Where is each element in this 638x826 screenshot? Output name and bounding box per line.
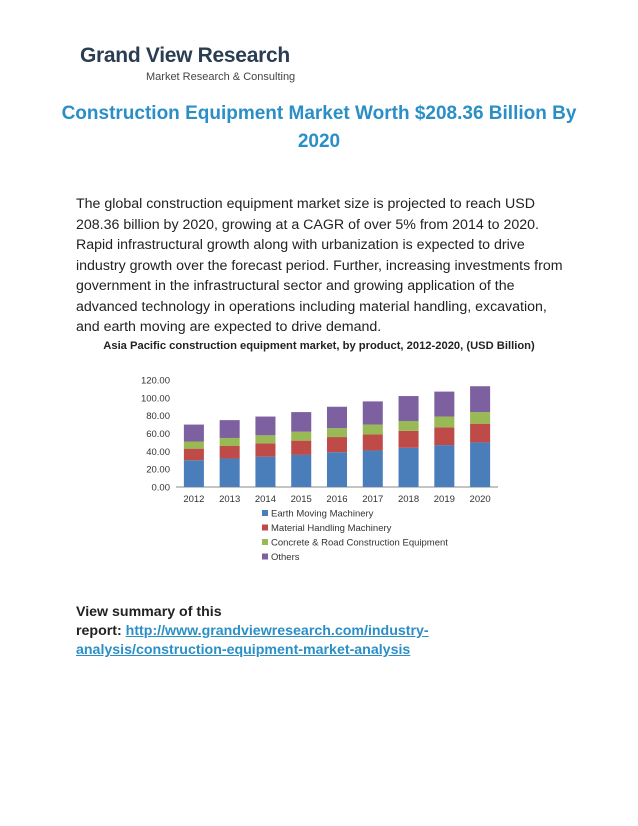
legend-swatch	[262, 524, 268, 531]
report-link-part1[interactable]: http://www.grandviewresearch.com/industr…	[125, 623, 429, 639]
summary-label-line1: View summary of this	[76, 604, 222, 620]
bar-segment	[398, 447, 419, 487]
bar-segment	[398, 421, 419, 431]
bar-segment	[291, 431, 312, 441]
y-tick-label: 120.00	[141, 376, 170, 387]
bar-segment	[434, 391, 455, 417]
summary-block: View summary of this report: http://www.…	[76, 603, 516, 660]
bar-segment	[362, 424, 383, 435]
y-tick-label: 80.00	[146, 411, 170, 422]
chart-caption: Asia Pacific construction equipment mark…	[103, 340, 535, 352]
legend-label: Others	[271, 552, 300, 563]
bar-segment	[362, 401, 383, 425]
summary-label-line2: report:	[76, 623, 126, 639]
bar-segment	[470, 412, 491, 424]
x-tick-label: 2012	[183, 494, 204, 505]
x-tick-label: 2014	[255, 494, 276, 505]
body-paragraph: The global construction equipment market…	[76, 196, 563, 335]
x-tick-label: 2013	[219, 494, 240, 505]
y-tick-label: 0.00	[152, 483, 171, 494]
logo-title: Grand View Research	[80, 44, 290, 67]
legend-swatch	[262, 539, 268, 545]
bar-segment	[255, 456, 276, 487]
bar-segment	[183, 448, 204, 461]
bar-segment	[183, 424, 204, 442]
page-title: Construction Equipment Market Worth $208…	[61, 103, 577, 152]
bar-segment	[183, 441, 204, 449]
bar-segment	[398, 430, 419, 448]
bar-segment	[434, 427, 455, 446]
legend-label: Earth Moving Machinery	[271, 509, 374, 520]
x-tick-label: 2018	[398, 494, 419, 505]
bar-segment	[326, 428, 348, 438]
bar-segment	[470, 423, 491, 443]
legend-swatch	[262, 553, 268, 560]
bar-segment	[291, 440, 312, 455]
y-tick-label: 20.00	[146, 465, 170, 476]
bar-segment	[434, 416, 455, 428]
bar-segment	[326, 406, 348, 429]
legend-swatch	[262, 510, 268, 516]
bar-segment	[219, 445, 240, 459]
bar-segment	[470, 386, 491, 413]
bar-segment	[219, 458, 240, 487]
bar-segment	[434, 445, 455, 487]
bar-segment	[291, 412, 312, 432]
stacked-bar-chart: 0.00 20.00 40.00 60.00 80.00 100.00 120.00 2012…	[141, 376, 498, 563]
y-tick-label: 100.00	[141, 393, 170, 404]
bar-segment	[326, 437, 348, 453]
logo-tagline: Market Research & Consulting	[146, 71, 296, 83]
bar-segment	[291, 454, 312, 487]
bar-segment	[255, 443, 276, 457]
x-tick-label: 2016	[326, 494, 347, 505]
y-tick-label: 40.00	[146, 447, 170, 458]
bar-segment	[362, 434, 383, 451]
legend-label: Concrete & Road Construction Equipment	[271, 538, 448, 549]
bar-segment	[183, 460, 204, 487]
x-tick-label: 2019	[434, 494, 455, 505]
bar-segment	[219, 437, 240, 446]
bar-segment	[255, 416, 276, 436]
bar-segment	[470, 442, 491, 487]
x-tick-label: 2017	[362, 494, 383, 505]
x-tick-label: 2020	[470, 494, 491, 505]
bar-segment	[398, 396, 419, 422]
bar-segment	[219, 420, 240, 438]
bar-segment	[362, 450, 383, 487]
legend-label: Material Handling Machinery	[271, 523, 392, 534]
bar-segment	[326, 452, 348, 487]
bar-segment	[255, 435, 276, 444]
x-tick-label: 2015	[291, 494, 312, 505]
report-link-part2[interactable]: analysis/construction-equipment-market-a…	[76, 642, 411, 658]
y-tick-label: 60.00	[146, 429, 170, 440]
